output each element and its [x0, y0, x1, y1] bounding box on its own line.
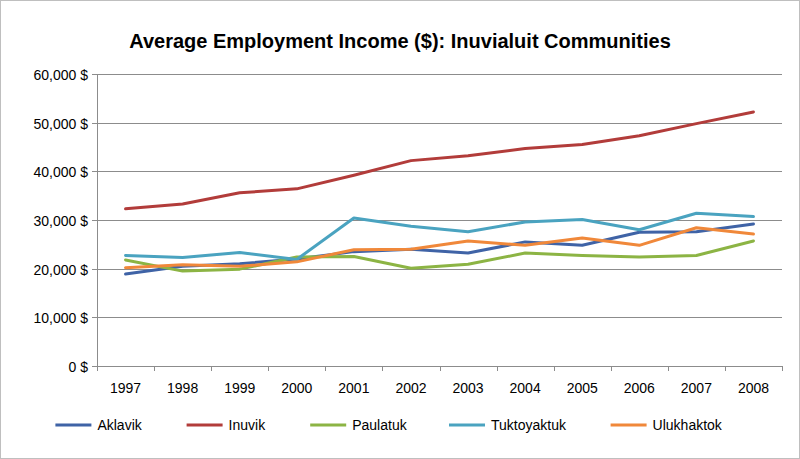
y-tick: [92, 171, 97, 172]
x-tick-label: 2005: [567, 380, 598, 396]
y-tick: [92, 74, 97, 75]
x-tick-label: 2001: [338, 380, 369, 396]
x-tick-label: 2003: [452, 380, 483, 396]
legend-swatch: [611, 424, 647, 427]
y-tick-label: 30,000 $: [34, 213, 89, 229]
series-line: [126, 112, 754, 209]
y-tick: [92, 366, 97, 367]
series-line: [126, 224, 754, 274]
x-tick-label: 2004: [510, 380, 541, 396]
x-tick: [554, 366, 555, 371]
x-tick-label: 1997: [110, 380, 141, 396]
legend-swatch: [310, 424, 346, 427]
grid-line: [97, 366, 782, 367]
x-tick: [97, 366, 98, 371]
legend-swatch: [187, 424, 223, 427]
legend-label: Tuktoyaktuk: [491, 417, 567, 433]
x-tick-label: 2008: [738, 380, 769, 396]
y-tick: [92, 220, 97, 221]
y-tick-label: 60,000 $: [34, 67, 89, 83]
title: Average Employment Income ($): Inuvialui…: [129, 30, 671, 52]
series-line: [126, 228, 754, 268]
x-tick-label: 1998: [167, 380, 198, 396]
plot-area: [126, 112, 754, 274]
legend-swatch: [449, 424, 485, 427]
legend-label: Inuvik: [229, 417, 267, 433]
x-tick: [725, 366, 726, 371]
legend: Aklavik Inuvik Paulatuk Tuktoyaktuk Ulukhakt…: [55, 417, 722, 433]
y-tick-label: 0 $: [69, 359, 89, 375]
y-tick-label: 20,000 $: [34, 262, 89, 278]
grid-line: [97, 171, 782, 172]
series-line: [126, 213, 754, 259]
x-tick-label: 2002: [395, 380, 426, 396]
chart-frame: [1, 1, 800, 459]
x-tick: [668, 366, 669, 371]
y-tick-label: 50,000 $: [34, 116, 89, 132]
y-axis: [97, 74, 98, 366]
x-tick: [497, 366, 498, 371]
legend-label: Ulukhaktok: [653, 417, 723, 433]
x-tick: [611, 366, 612, 371]
x-tick: [268, 366, 269, 371]
x-tick-label: 2000: [281, 380, 312, 396]
x-axis: [97, 366, 782, 367]
x-tick: [382, 366, 383, 371]
y-tick-label: 10,000 $: [34, 310, 89, 326]
y-tick: [92, 123, 97, 124]
x-tick: [782, 366, 783, 371]
legend-label: Paulatuk: [352, 417, 407, 433]
x-tick: [154, 366, 155, 371]
grid-line: [97, 220, 782, 221]
chart: Average Employment Income ($): Inuvialui…: [0, 0, 800, 459]
y-tick-label: 40,000 $: [34, 164, 89, 180]
x-tick-label: 1999: [224, 380, 255, 396]
legend-swatch: [55, 424, 91, 427]
x-tick: [325, 366, 326, 371]
x-tick: [211, 366, 212, 371]
grid-line: [97, 317, 782, 318]
grid-line: [97, 123, 782, 124]
y-tick: [92, 269, 97, 270]
x-tick-label: 2007: [681, 380, 712, 396]
y-tick: [92, 317, 97, 318]
x-tick: [440, 366, 441, 371]
grid-line: [97, 74, 782, 75]
x-tick-label: 2006: [624, 380, 655, 396]
legend-label: Aklavik: [97, 417, 142, 433]
